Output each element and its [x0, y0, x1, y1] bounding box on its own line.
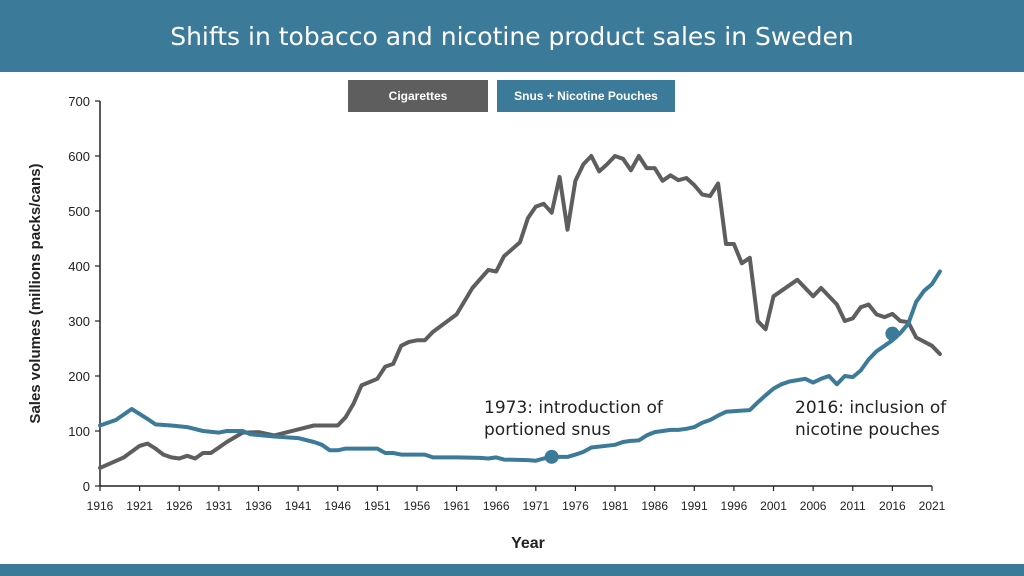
x-tick-label: 1941	[285, 499, 312, 513]
x-tick-label: 2016	[879, 499, 906, 513]
legend-item-cigarettes[interactable]: Cigarettes	[348, 80, 488, 112]
x-tick-label: 1976	[562, 499, 589, 513]
legend: Cigarettes Snus + Nicotine Pouches	[0, 80, 1024, 112]
annotation-text: portioned snus	[484, 420, 611, 440]
x-tick-label: 1936	[245, 499, 272, 513]
x-tick-label: 1921	[126, 499, 153, 513]
x-axis-label: Year	[511, 535, 545, 552]
x-tick-label: 1916	[87, 499, 114, 513]
chart-axes: 0 100 200 300 400 500 600 700 1916 1921 1926 1931 19…	[27, 94, 946, 552]
x-tick-label: 2011	[840, 499, 866, 513]
x-tick-label: 1996	[721, 499, 748, 513]
y-tick-label: 600	[68, 149, 90, 164]
y-tick-label: 300	[68, 314, 90, 329]
chart-lines	[98, 154, 942, 470]
y-tick-label: 100	[68, 424, 90, 439]
x-tick-label: 2001	[760, 499, 787, 513]
x-tick-label: 1946	[324, 499, 351, 513]
y-tick-label: 700	[68, 94, 90, 109]
x-tick-label: 2006	[800, 499, 827, 513]
footer-bar	[0, 564, 1024, 576]
annotation-text: 2016: inclusion of	[795, 398, 947, 418]
y-tick-label: 200	[68, 369, 90, 384]
x-tick-label: 1981	[602, 499, 629, 513]
y-axis-label: Sales volumes (millions packs/cans)	[27, 163, 44, 423]
x-tick-label: 1961	[443, 499, 470, 513]
x-tick-label: 1991	[681, 499, 708, 513]
x-tick-label: 1956	[404, 499, 431, 513]
annotation-marker-2016	[885, 326, 900, 341]
x-tick-label: 1971	[522, 499, 549, 513]
y-tick-label: 0	[83, 479, 90, 494]
x-tick-label: 1986	[641, 499, 668, 513]
legend-item-snus[interactable]: Snus + Nicotine Pouches	[497, 80, 675, 112]
chart-title: Shifts in tobacco and nicotine product s…	[170, 21, 854, 51]
series-line-snus	[98, 269, 942, 463]
x-tick-label: 2021	[919, 499, 946, 513]
x-tick-label: 1931	[206, 499, 233, 513]
annotation-text: nicotine pouches	[795, 420, 940, 440]
annotation-text: 1973: introduction of	[484, 398, 664, 418]
y-tick-label: 400	[68, 259, 90, 274]
y-tick-label: 500	[68, 204, 90, 219]
annotation-marker-1973	[544, 449, 559, 464]
x-tick-label: 1926	[166, 499, 193, 513]
x-tick-label: 1951	[364, 499, 391, 513]
title-banner: Shifts in tobacco and nicotine product s…	[0, 0, 1024, 72]
x-tick-label: 1966	[483, 499, 510, 513]
